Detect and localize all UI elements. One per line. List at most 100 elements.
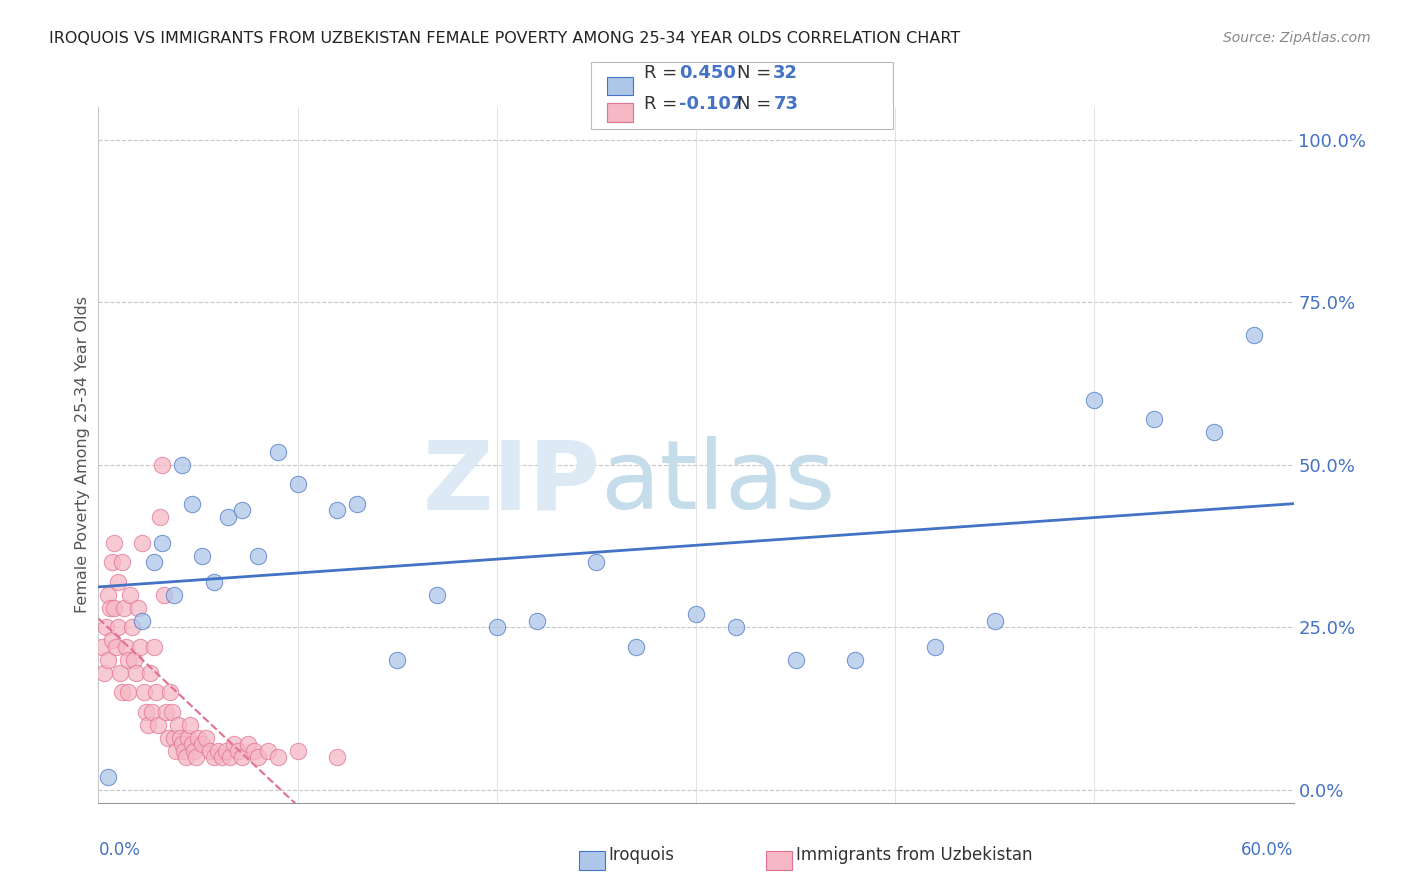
Point [187,731,209,745]
Point [112,600,135,615]
Point [222,737,245,751]
Point [426,588,449,602]
Text: 32: 32 [773,64,799,82]
Point [236,737,259,751]
Text: R =: R = [644,95,683,113]
Point [103,600,125,615]
Point [111,555,134,569]
Point [125,665,148,680]
Point [173,744,195,758]
Point [172,458,194,472]
Text: N =: N = [737,95,776,113]
Point [215,744,238,758]
Text: Immigrants from Uzbekistan: Immigrants from Uzbekistan [796,847,1032,864]
Point [150,535,173,549]
Point [183,744,205,758]
Point [141,705,163,719]
Point [163,588,186,602]
Point [219,750,242,764]
Point [724,620,747,634]
Point [115,640,138,654]
Point [107,620,129,634]
Point [526,614,548,628]
Point [103,535,125,549]
Point [157,731,180,745]
Point [117,685,139,699]
Point [97,770,120,784]
Point [101,555,124,569]
Point [107,574,129,589]
Point [585,555,607,569]
Point [177,731,200,745]
Point [149,509,172,524]
Point [117,653,139,667]
Point [121,620,143,634]
Point [134,685,156,699]
Point [136,718,159,732]
Point [169,731,191,745]
Point [267,444,290,458]
Point [267,750,290,764]
Point [124,653,146,667]
Point [485,620,508,634]
Point [231,750,253,764]
Point [135,705,157,719]
Point [163,731,186,745]
Point [150,458,173,472]
Point [143,640,166,654]
Text: -0.107: -0.107 [679,95,744,113]
Point [143,555,166,569]
Point [179,718,201,732]
Point [167,718,190,732]
Point [785,653,807,667]
Point [217,509,239,524]
Point [346,497,368,511]
Text: ZIP: ZIP [422,436,600,529]
Point [246,549,269,563]
Point [110,665,132,680]
Text: 0.0%: 0.0% [98,841,141,859]
Point [685,607,707,622]
Point [195,731,218,745]
Point [127,600,149,615]
Point [198,744,221,758]
Point [120,588,142,602]
Point [326,750,349,764]
Text: R =: R = [644,64,683,82]
Point [202,574,225,589]
Point [101,633,124,648]
Point [1143,412,1166,426]
Point [256,744,278,758]
Text: Iroquois: Iroquois [609,847,675,864]
Point [211,750,233,764]
Point [97,653,120,667]
Point [191,737,214,751]
Text: 0.450: 0.450 [679,64,735,82]
Point [131,535,153,549]
Point [91,640,114,654]
Text: 73: 73 [773,95,799,113]
Point [984,614,1007,628]
Point [207,744,229,758]
Point [326,503,349,517]
Text: Source: ZipAtlas.com: Source: ZipAtlas.com [1223,31,1371,45]
Point [145,685,167,699]
Point [172,737,194,751]
Point [111,685,134,699]
Point [96,620,118,634]
Point [226,744,249,758]
Point [181,497,204,511]
Point [287,477,309,491]
Point [93,665,115,680]
Point [105,640,128,654]
Point [129,640,152,654]
Point [153,588,176,602]
Text: N =: N = [737,64,776,82]
Point [160,705,183,719]
Point [202,750,225,764]
Point [98,600,122,615]
Point [174,750,197,764]
Point [287,744,309,758]
Point [131,614,153,628]
Point [155,705,177,719]
